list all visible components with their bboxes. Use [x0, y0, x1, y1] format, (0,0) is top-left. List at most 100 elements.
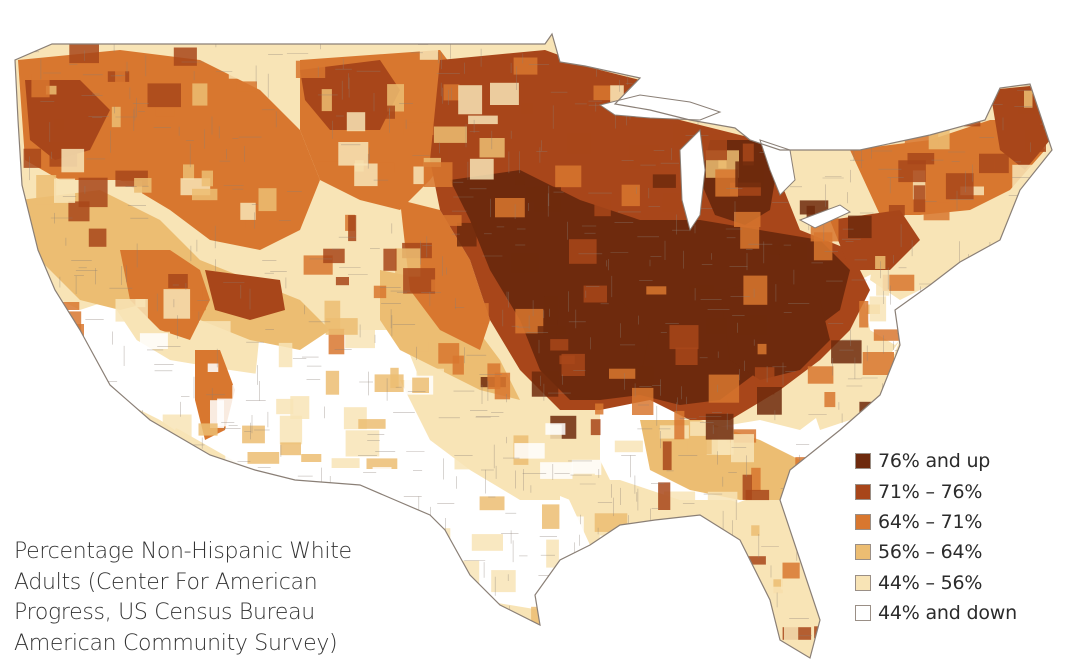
legend-label: 44% and down — [878, 602, 1017, 625]
county-patch — [45, 404, 60, 419]
county-patch — [1012, 260, 1025, 280]
county-patch — [763, 586, 790, 610]
county-patch — [831, 340, 862, 364]
county-patch — [718, 159, 727, 169]
county-patch — [192, 83, 208, 106]
county-patch — [1042, 306, 1052, 336]
county-patch — [242, 425, 265, 444]
county-patch — [708, 374, 740, 403]
county-patch — [574, 585, 586, 599]
county-patch — [236, 81, 257, 92]
county-patch — [55, 311, 82, 333]
county-patch — [513, 57, 538, 75]
county-patch — [705, 413, 734, 440]
county-patch — [23, 148, 42, 168]
county-patch — [734, 211, 761, 227]
county-patch — [658, 482, 671, 510]
county-patch — [192, 188, 218, 201]
county-patch — [977, 350, 989, 363]
legend-item: 44% – 56% — [855, 568, 1060, 598]
county-patch — [577, 639, 609, 657]
county-patch — [687, 438, 712, 455]
county-patch — [183, 164, 195, 180]
county-patch — [328, 328, 345, 355]
county-patch — [483, 622, 513, 632]
county-patch — [859, 401, 887, 413]
county-patch — [633, 366, 654, 388]
county-patch — [862, 352, 894, 375]
county-patch — [997, 636, 1006, 658]
county-patch — [135, 299, 146, 308]
county-patch — [199, 321, 231, 345]
county-patch — [850, 105, 876, 133]
county-patch — [56, 302, 80, 310]
county-patch — [945, 108, 966, 117]
legend-label: 71% – 76% — [878, 480, 983, 503]
county-patch — [599, 535, 630, 559]
legend-swatch — [855, 453, 871, 470]
county-patch — [770, 245, 801, 255]
county-patch — [15, 411, 41, 440]
county-patch — [490, 82, 519, 105]
county-patch — [709, 642, 723, 652]
county-patch — [749, 643, 780, 658]
county-patch — [457, 222, 477, 247]
county-patch — [820, 445, 853, 454]
county-patch — [958, 425, 985, 449]
county-patch — [913, 95, 936, 113]
county-patch — [662, 441, 672, 471]
county-patch — [848, 215, 872, 239]
county-patch — [928, 122, 950, 150]
county-patch — [869, 296, 887, 322]
county-patch — [515, 175, 525, 185]
lake-erie — [798, 204, 852, 229]
legend-item: 76% and up — [855, 446, 1060, 476]
county-patch — [670, 56, 690, 70]
county-patch — [812, 478, 834, 488]
county-patch — [632, 387, 654, 415]
county-patch — [569, 239, 597, 264]
county-patch — [467, 598, 487, 623]
county-patch — [742, 143, 754, 166]
county-patch — [412, 377, 429, 393]
county-patch — [619, 624, 636, 634]
county-patch — [734, 315, 767, 335]
county-patch — [491, 570, 516, 593]
caption-line: Percentage Non-Hispanic White — [14, 539, 352, 564]
county-patch — [41, 507, 65, 532]
county-patch — [88, 228, 107, 247]
county-patch — [757, 343, 767, 355]
county-patch — [487, 363, 501, 390]
county-patch — [383, 248, 397, 271]
map-caption: Percentage Non-Hispanic White Adults (Ce… — [14, 537, 414, 659]
county-patch — [546, 539, 559, 568]
county-patch — [168, 274, 188, 289]
county-patch — [555, 165, 582, 188]
lake-michigan — [679, 128, 706, 232]
county-patch — [134, 178, 152, 193]
county-patch — [50, 447, 61, 466]
county-patch — [469, 158, 494, 180]
county-patch — [17, 373, 39, 384]
county-patch — [433, 126, 467, 143]
county-patch — [855, 647, 880, 658]
region-appalachia-darkest — [720, 280, 830, 380]
county-patch — [550, 339, 569, 351]
county-patch — [68, 201, 90, 222]
county-patch — [664, 503, 673, 530]
county-patch — [1055, 651, 1068, 664]
county-patch — [544, 296, 558, 325]
county-patch — [655, 613, 685, 641]
county-patch — [594, 513, 628, 532]
county-patch — [856, 35, 884, 52]
county-patch — [115, 59, 126, 83]
county-patch — [325, 370, 340, 395]
county-patch — [83, 485, 108, 503]
county-patch — [468, 115, 498, 125]
county-patch — [155, 107, 175, 117]
county-patch — [16, 417, 31, 442]
legend-swatch — [855, 544, 871, 561]
county-patch — [19, 38, 39, 49]
legend-label: 44% – 56% — [878, 571, 983, 594]
